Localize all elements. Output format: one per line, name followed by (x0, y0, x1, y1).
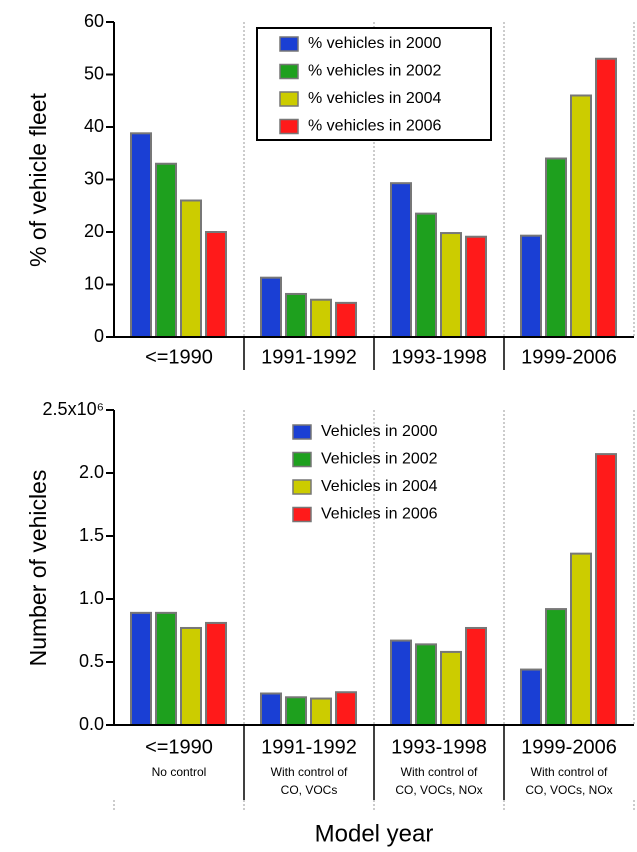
bar (285, 292, 307, 339)
y-tick-label: 2.0 (79, 462, 104, 482)
legend-label: % vehicles in 2006 (308, 118, 442, 135)
bar (155, 162, 177, 338)
legend-swatch (279, 36, 299, 52)
bar (155, 611, 177, 726)
legend-swatch (292, 451, 312, 468)
bar (520, 668, 542, 726)
bar (310, 298, 332, 339)
y-axis-title: Number of vehicles (25, 470, 51, 667)
x-tick-label: <=1990 (145, 346, 213, 368)
bar (205, 231, 227, 338)
y-tick-label: 2.5x10⁶ (43, 399, 104, 419)
y-axis-title: % of vehicle fleet (25, 92, 51, 266)
bar (545, 608, 567, 727)
bar (570, 94, 592, 338)
bar (310, 697, 332, 726)
y-tick-label: 10 (84, 273, 104, 293)
legend-label: % vehicles in 2000 (308, 35, 442, 52)
bar (130, 132, 152, 338)
legend-label: % vehicles in 2002 (308, 63, 442, 80)
y-tick-label: 1.0 (79, 588, 104, 608)
bar (595, 453, 617, 726)
x-tick-label: 1991-1992 (261, 346, 357, 368)
bar (390, 182, 412, 338)
legend-label: Vehicles in 2006 (321, 506, 438, 523)
x-sublabel: With control of (401, 765, 478, 779)
bar (440, 650, 462, 726)
legend-swatch (279, 118, 299, 135)
bar (335, 691, 357, 726)
y-tick-label: 60 (84, 11, 104, 31)
x-tick-label: 1999-2006 (521, 346, 617, 368)
x-tick-label: 1993-1998 (391, 346, 487, 368)
legend-label: Vehicles in 2000 (321, 423, 438, 440)
legend-swatch (292, 479, 312, 495)
bar (390, 639, 412, 727)
y-tick-label: 30 (84, 168, 104, 188)
bar (465, 235, 487, 339)
y-tick-label: 0.0 (79, 714, 104, 734)
x-tick-label: 1993-1998 (391, 736, 487, 758)
bar (415, 643, 437, 726)
bar (570, 552, 592, 727)
x-sublabel: CO, VOCs (281, 783, 338, 797)
bar (440, 232, 462, 338)
bar (520, 234, 542, 338)
bar (415, 212, 437, 338)
bar (130, 611, 152, 726)
legend-swatch (279, 91, 299, 107)
bar (465, 626, 487, 726)
y-tick-label: 20 (84, 221, 104, 241)
legend-swatch (292, 424, 312, 440)
bar (205, 621, 227, 726)
bar (595, 57, 617, 338)
x-tick-label: 1999-2006 (521, 736, 617, 758)
bar (260, 692, 282, 726)
bar (335, 301, 357, 338)
x-tick-label: <=1990 (145, 736, 213, 758)
bar (180, 626, 202, 726)
x-sublabel: CO, VOCs, NOx (525, 783, 612, 797)
legend-label: Vehicles in 2002 (321, 451, 438, 468)
x-sublabel: CO, VOCs, NOx (395, 783, 482, 797)
bar (180, 199, 202, 338)
x-sublabel: With control of (531, 765, 608, 779)
y-tick-label: 40 (84, 116, 104, 136)
y-tick-label: 50 (84, 63, 104, 83)
x-axis-title: Model year (315, 820, 434, 847)
y-tick-label: 0.5 (79, 651, 104, 671)
bar (260, 276, 282, 338)
bar (545, 157, 567, 338)
legend-label: Vehicles in 2004 (321, 478, 438, 495)
legend-label: % vehicles in 2004 (308, 90, 442, 107)
y-tick-label: 1.5 (79, 525, 104, 545)
x-sublabel: No control (152, 765, 207, 779)
x-sublabel: With control of (271, 765, 348, 779)
legend-swatch (279, 63, 299, 80)
legend-swatch (292, 506, 312, 523)
y-tick-label: 0 (94, 326, 104, 346)
bar (285, 696, 307, 727)
x-tick-label: 1991-1992 (261, 736, 357, 758)
